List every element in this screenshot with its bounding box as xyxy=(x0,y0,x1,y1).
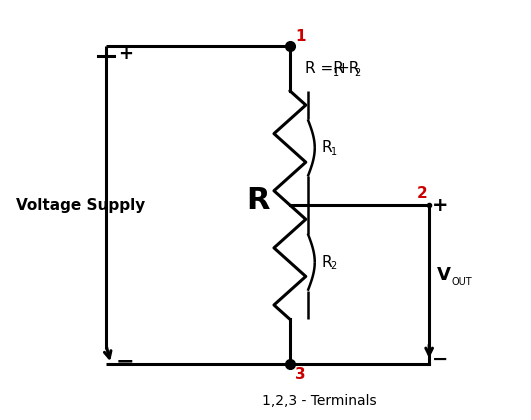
Text: +: + xyxy=(118,45,133,63)
Text: 1: 1 xyxy=(332,68,339,78)
Text: OUT: OUT xyxy=(451,276,472,286)
Text: −: − xyxy=(116,351,134,371)
Text: 1,2,3 - Terminals: 1,2,3 - Terminals xyxy=(262,394,377,408)
Text: V: V xyxy=(437,265,451,284)
Text: +R: +R xyxy=(337,61,360,76)
Text: 2: 2 xyxy=(331,261,337,271)
Text: R: R xyxy=(322,140,332,155)
Text: Voltage Supply: Voltage Supply xyxy=(16,197,145,213)
Text: +: + xyxy=(432,196,449,215)
Text: 1: 1 xyxy=(331,147,337,157)
Text: R: R xyxy=(246,186,270,215)
Text: 2: 2 xyxy=(355,68,361,78)
Text: −: − xyxy=(432,349,449,368)
Text: R =R: R =R xyxy=(305,61,344,76)
Text: 1: 1 xyxy=(295,29,305,44)
Text: 3: 3 xyxy=(295,367,305,382)
Text: 2: 2 xyxy=(417,186,428,201)
Text: R: R xyxy=(322,255,332,270)
